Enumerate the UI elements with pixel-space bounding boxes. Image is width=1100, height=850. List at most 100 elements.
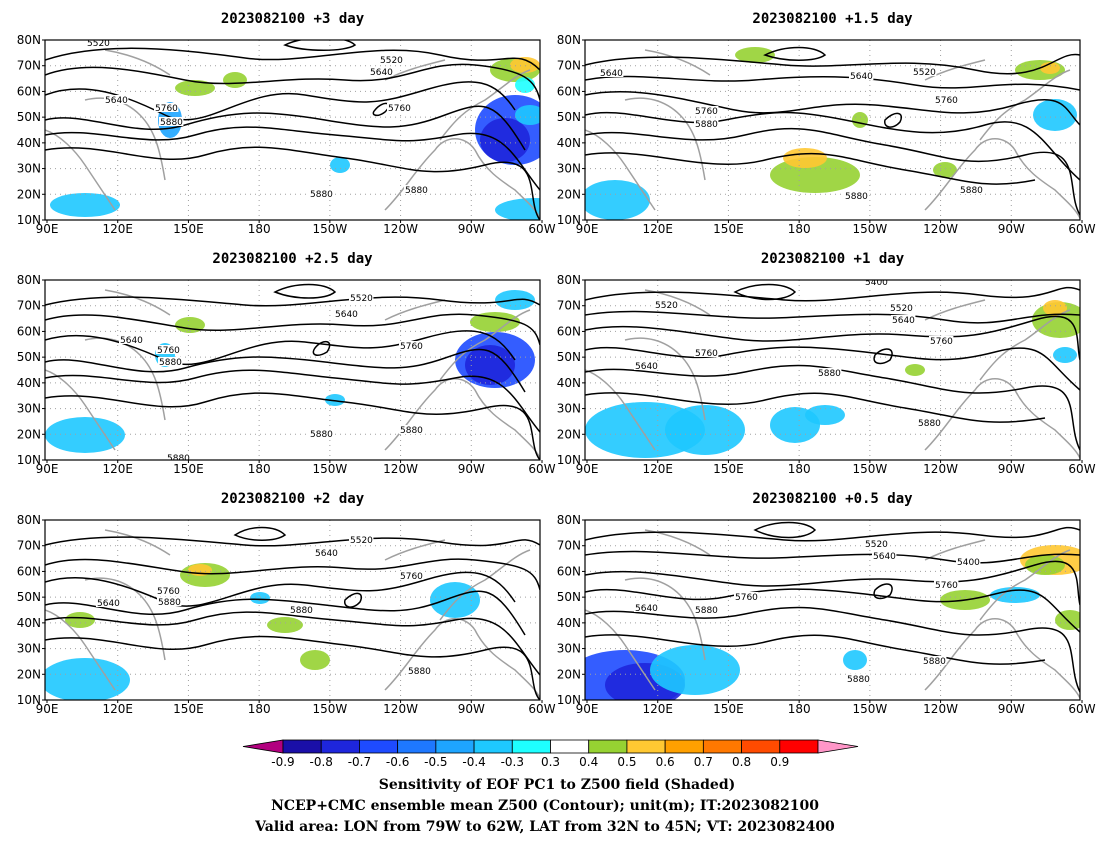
contour-label: 5640	[635, 362, 658, 372]
contour-label-bg	[889, 303, 914, 312]
colorbar-box	[359, 739, 399, 754]
contour-label-bg	[694, 106, 719, 115]
z500-contour	[585, 315, 1080, 361]
contour-label-bg	[872, 551, 897, 560]
contour-label-bg	[929, 336, 954, 345]
z500-contour	[585, 127, 1080, 216]
caption-line-2: NCEP+CMC ensemble mean Z500 (Contour); u…	[271, 798, 819, 814]
contour-label-bg	[934, 580, 959, 589]
lon-tick-label: 180	[788, 222, 811, 236]
sensitivity-shade	[1053, 347, 1077, 363]
contour-label: 5760	[155, 104, 178, 114]
contour-label: 5520	[865, 540, 888, 550]
colorbar-box	[320, 739, 360, 754]
z500-contour	[45, 392, 540, 460]
colorbar-box	[511, 739, 551, 754]
contour-label: 5640	[105, 96, 128, 106]
contour-label-bg	[634, 361, 659, 370]
sensitivity-shade	[1043, 300, 1067, 316]
lat-tick-label: 60N	[557, 84, 581, 98]
sensitivity-shade	[480, 118, 530, 162]
lon-tick-label: 120W	[383, 702, 418, 716]
colorbar-tick-label: 0.6	[656, 755, 675, 769]
contour-label-bg	[956, 557, 981, 566]
contour-label: 5760	[157, 346, 180, 356]
colorbar-tick-label: -0.3	[501, 755, 524, 769]
sensitivity-shade	[1033, 99, 1077, 131]
contour-label-bg	[694, 119, 719, 128]
lat-tick-label: 70N	[17, 59, 41, 73]
lon-tick-label: 150W	[852, 702, 887, 716]
lat-tick-label: 80N	[17, 513, 41, 527]
lat-tick-label: 10N	[557, 213, 581, 227]
contour-label-bg	[849, 71, 874, 80]
panel-title: 2023082100 +1.5 day	[752, 11, 913, 27]
z500-contour	[45, 611, 540, 676]
contour-label: 5640	[635, 604, 658, 614]
colorbar-tick-label: 0.4	[579, 755, 598, 769]
contour-label-bg	[309, 189, 334, 198]
z500-contour	[312, 340, 331, 356]
panel-p1: 5520 5400 5520 5640 5760 5640 5880 5760 5880 2023…	[557, 251, 1096, 476]
z500-contour	[283, 40, 357, 51]
map-frame	[44, 279, 541, 461]
lon-tick-label: 180	[788, 462, 811, 476]
lon-tick-label: 180	[248, 222, 271, 236]
lon-tick-label: 60W	[528, 702, 555, 716]
contour-label: 5880	[923, 657, 946, 667]
panel-title: 2023082100 +0.5 day	[752, 491, 913, 507]
contour-label-bg	[922, 656, 947, 665]
lat-tick-label: 10N	[557, 453, 581, 467]
coastline-north-america	[384, 299, 540, 459]
lon-tick-label: 90E	[36, 222, 59, 236]
contour-label-bg	[96, 598, 121, 607]
contour-label: 5880	[960, 186, 983, 196]
contour-label-bg	[399, 425, 424, 434]
coastline-north-america	[924, 59, 1080, 219]
lat-tick-label: 10N	[17, 693, 41, 707]
contour-label: 5640	[120, 336, 143, 346]
contour-label: 5520	[350, 294, 373, 304]
coastline-asia	[585, 49, 711, 211]
lon-tick-label: 90W	[998, 222, 1025, 236]
contour-label: 5880	[160, 118, 183, 128]
lon-tick-label: 90E	[576, 222, 599, 236]
contour-label-bg	[934, 95, 959, 104]
panel-title: 2023082100 +1 day	[761, 251, 905, 267]
lat-tick-label: 10N	[17, 213, 41, 227]
z500-contour	[45, 348, 526, 393]
z500-contour	[585, 346, 1080, 391]
lat-tick-label: 40N	[557, 136, 581, 150]
contour-label-bg	[349, 293, 374, 302]
lat-tick-label: 20N	[17, 427, 41, 441]
contour-label-bg	[817, 368, 842, 377]
sensitivity-shade	[735, 47, 775, 63]
colorbar-over-triangle	[817, 739, 859, 754]
sensitivity-shade	[510, 57, 540, 73]
lon-tick-label: 180	[248, 462, 271, 476]
lat-tick-label: 60N	[17, 564, 41, 578]
sensitivity-shade	[515, 77, 535, 93]
colorbar-box	[664, 739, 704, 754]
lon-tick-label: 120W	[923, 222, 958, 236]
lon-tick-label: 150E	[713, 222, 744, 236]
sensitivity-shade	[805, 405, 845, 425]
contour-label: 5640	[873, 552, 896, 562]
z500-contour	[585, 53, 1080, 75]
map-frame	[584, 279, 1081, 461]
lat-tick-label: 30N	[17, 402, 41, 416]
colorbar-tick-label: 0.9	[770, 755, 789, 769]
lon-tick-label: 120E	[642, 222, 673, 236]
contour-label-bg	[289, 605, 314, 614]
contour-label-bg	[166, 453, 191, 460]
map-frame	[584, 39, 1081, 221]
contour-label: 5880	[845, 192, 868, 202]
lon-tick-label: 90W	[998, 702, 1025, 716]
contour-label: 5520	[655, 301, 678, 311]
sensitivity-shade	[465, 345, 515, 385]
sensitivity-shade	[65, 612, 95, 628]
z500-contour	[45, 369, 540, 433]
lat-tick-label: 40N	[17, 136, 41, 150]
sensitivity-shade	[267, 617, 303, 633]
